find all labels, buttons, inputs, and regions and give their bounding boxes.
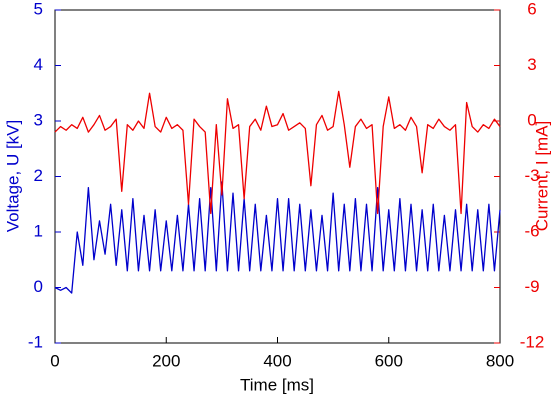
x-tick-label: 600 bbox=[375, 351, 403, 370]
x-tick-label: 200 bbox=[152, 351, 180, 370]
y2-tick-label: -6 bbox=[524, 221, 539, 240]
y-axis-label: Voltage, U [kV] bbox=[3, 120, 22, 232]
y2-tick-label: 6 bbox=[527, 0, 536, 18]
y-tick-label: 4 bbox=[34, 55, 43, 74]
y-tick-label: 5 bbox=[34, 0, 43, 18]
y-tick-label: 0 bbox=[34, 277, 43, 296]
y-tick-label: -1 bbox=[28, 332, 43, 351]
series-line bbox=[54, 90, 501, 215]
y-tick-label: 1 bbox=[34, 221, 43, 240]
y-tick-label: 2 bbox=[34, 166, 43, 185]
y2-tick-label: 0 bbox=[527, 110, 536, 129]
y2-tick-label: -9 bbox=[524, 277, 539, 296]
y2-tick-label: -12 bbox=[520, 332, 545, 351]
x-tick-label: 0 bbox=[50, 351, 59, 370]
x-tick-label: 800 bbox=[486, 351, 514, 370]
y2-axis-label: Current, I [mA] bbox=[532, 121, 551, 232]
x-tick-label: 400 bbox=[263, 351, 291, 370]
plot-frame bbox=[54, 9, 501, 344]
y-tick-label: 3 bbox=[34, 110, 43, 129]
series-line bbox=[54, 181, 501, 294]
y2-tick-label: -3 bbox=[524, 166, 539, 185]
y2-tick-label: 3 bbox=[527, 55, 536, 74]
x-axis-label: Time [ms] bbox=[240, 375, 314, 394]
